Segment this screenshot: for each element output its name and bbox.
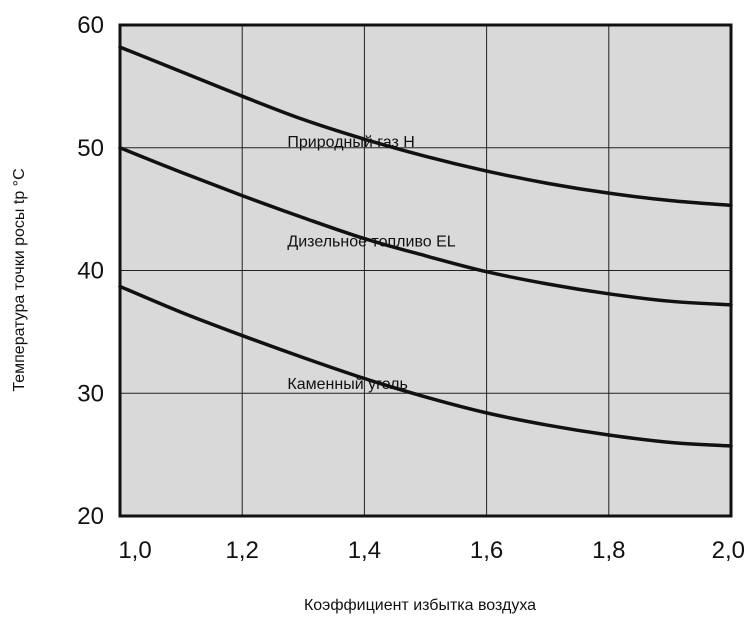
- plot-frame: [118, 23, 733, 518]
- series-line-2: [118, 284, 733, 448]
- x-tick-labels: 1,0 1,2 1,4 1,6 1,8 2,0: [118, 537, 745, 564]
- y-tick-label: 50: [77, 135, 104, 162]
- x-tick-label: 1,0: [118, 537, 151, 564]
- x-tick-label: 1,8: [592, 537, 625, 564]
- series-lines: [118, 45, 733, 448]
- x-axis-title: Коэффициент избытка воздуха: [304, 597, 536, 614]
- series-line-0: [118, 45, 733, 208]
- y-tick-labels: 20 30 40 50 60: [77, 12, 104, 530]
- x-tick-label: 2,0: [712, 537, 745, 564]
- y-tick-label: 30: [77, 380, 104, 407]
- series-line-1: [118, 146, 733, 307]
- x-tick-label: 1,6: [470, 537, 503, 564]
- y-tick-label: 60: [77, 12, 104, 39]
- x-tick-label: 1,4: [348, 537, 381, 564]
- series-label-0: Природный газ Н: [287, 134, 414, 151]
- x-tick-label: 1,2: [226, 537, 259, 564]
- y-tick-label: 40: [77, 258, 104, 285]
- series-labels: Природный газ Н Дизельное топливо EL Камен…: [287, 134, 455, 393]
- y-tick-label: 20: [77, 503, 104, 530]
- series-label-1: Дизельное топливо EL: [287, 234, 455, 251]
- series-label-2: Каменный уголь: [287, 376, 407, 393]
- y-axis-title: Температура точки росы tp °C: [11, 168, 28, 391]
